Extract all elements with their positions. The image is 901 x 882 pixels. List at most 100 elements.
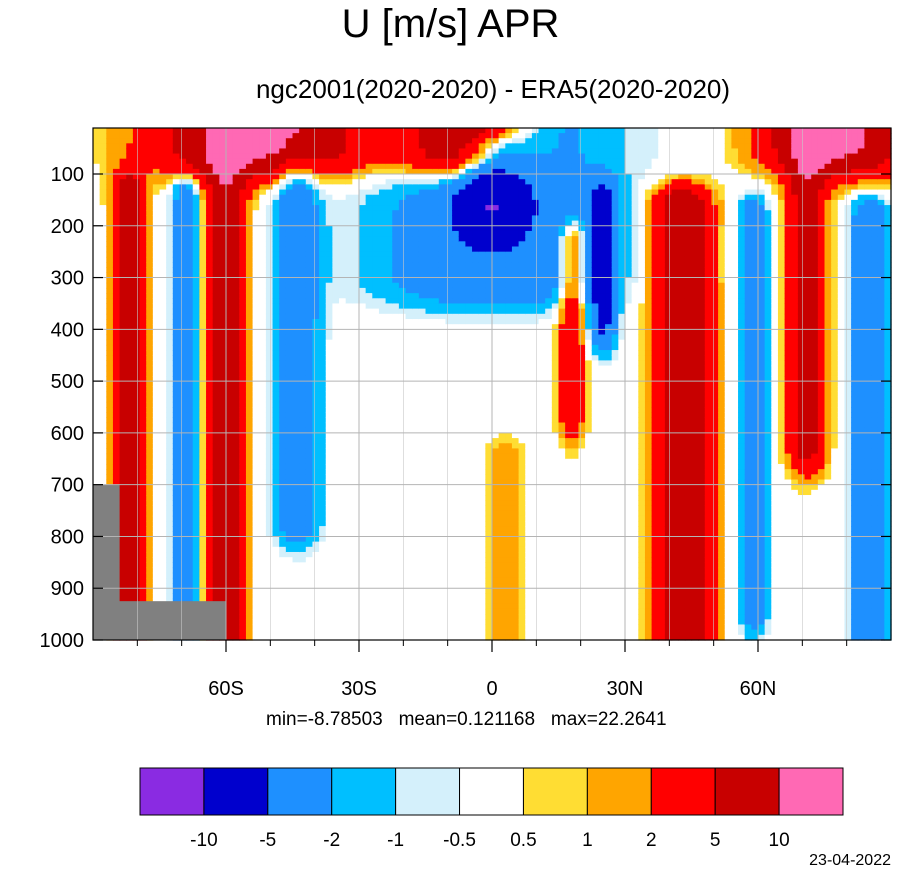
field-cell [245,469,254,475]
field-cell [345,427,353,434]
field-cell [305,526,314,532]
field-cell [285,184,294,191]
field-cell [146,194,154,201]
field-cell [132,427,141,434]
field-cell [239,360,247,367]
field-cell [325,531,333,538]
field-cell [199,133,207,139]
field-cell [292,396,300,403]
field-cell [139,453,147,460]
field-cell [372,334,380,341]
field-cell [172,474,181,481]
field-cell [339,412,347,418]
field-cell [199,479,207,486]
field-cell [119,199,127,206]
field-cell [285,557,294,563]
field-cell [292,438,300,444]
field-cell [186,515,194,522]
field-cell [339,318,347,325]
field-cell [319,344,327,351]
field-cell [365,474,373,481]
field-cell [245,608,254,615]
field-cell [245,541,254,548]
field-cell [325,401,333,408]
field-cell [119,179,127,185]
field-cell [126,557,134,563]
field-cell [212,551,220,558]
field-cell [418,375,427,382]
field-cell [398,230,407,237]
field-cell [305,583,314,589]
field-cell [172,484,181,491]
field-cell [292,365,300,372]
field-cell [285,386,294,393]
field-cell [365,515,373,522]
field-cell [106,236,114,242]
field-cell [226,272,234,279]
field-cell [325,629,333,636]
field-cell [259,256,267,263]
field-cell [166,500,174,506]
field-cell [239,158,247,165]
field-cell [285,220,294,227]
field-cell [199,230,207,237]
field-cell [99,370,107,377]
field-cell [232,370,240,377]
field-cell [292,619,300,626]
field-cell [332,432,340,439]
field-cell [259,143,267,150]
field-cell [199,334,207,341]
field-cell [392,484,400,491]
field-cell [359,205,367,211]
field-cell [139,370,147,377]
field-cell [179,189,187,196]
field-cell [398,438,407,444]
field-cell [359,313,367,320]
field-cell [299,422,307,429]
field-cell [272,236,280,242]
field-cell [252,318,260,325]
field-cell [186,194,194,201]
field-cell [378,168,387,175]
field-cell [186,205,194,211]
field-cell [378,215,387,222]
field-cell [186,210,194,217]
field-cell [405,350,413,356]
field-cell [99,163,107,170]
field-cell [252,282,260,289]
field-cell [199,205,207,211]
field-cell [152,401,161,408]
field-cell [146,293,154,299]
field-cell [385,267,393,273]
field-cell [425,282,433,289]
field-cell [252,572,260,579]
field-cell [378,629,387,636]
field-cell [206,246,214,253]
field-cell [365,344,373,351]
field-cell [186,531,194,538]
field-cell [245,536,254,543]
field-cell [245,256,254,263]
field-cell [412,536,420,543]
field-cell [99,443,107,450]
field-cell [152,334,161,341]
field-cell [418,520,427,527]
field-cell [245,634,254,641]
field-cell [232,603,240,610]
field-cell [332,148,340,155]
field-cell [259,551,267,558]
field-cell [239,510,247,517]
field-cell [372,557,380,563]
field-cell [398,210,407,217]
field-cell [252,334,260,341]
field-cell [186,588,194,594]
field-cell [285,318,294,325]
field-cell [172,463,181,470]
field-cell [312,241,320,248]
field-cell [93,287,101,294]
field-cell [272,272,280,279]
field-cell [352,562,360,569]
field-cell [412,567,420,574]
field-cell [259,344,267,351]
field-cell [405,567,413,574]
